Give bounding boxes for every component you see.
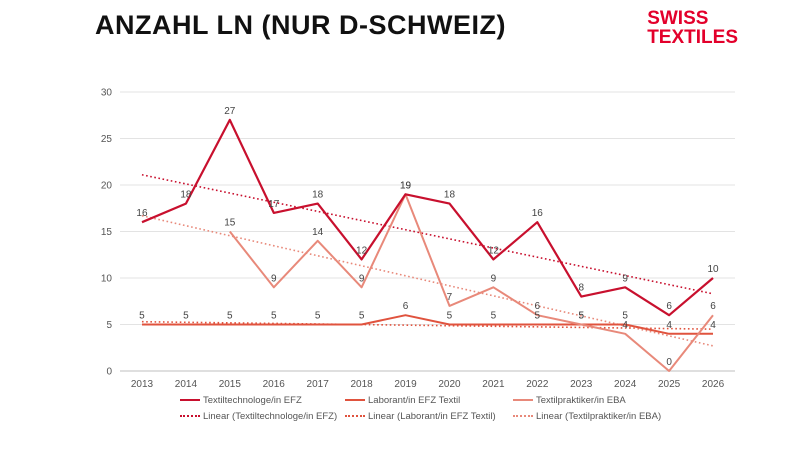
x-tick-label: 2025 [658,379,681,390]
legend-item-textilpraktiker: Textilpraktiker/in EBA [513,395,713,406]
legend-swatch-textilpraktiker [513,399,533,401]
legend-swatch-trend-textiltechnologe [180,415,200,417]
data-label: 16 [136,208,148,219]
x-tick-label: 2020 [438,379,461,390]
y-tick-label: 25 [101,134,113,145]
legend-label-textilpraktiker: Textilpraktiker/in EBA [536,394,626,406]
data-label: 18 [312,190,324,201]
y-tick-label: 10 [101,274,113,285]
data-label: 6 [403,301,409,312]
data-label: 6 [710,301,716,312]
data-label: 5 [578,311,584,322]
legend-swatch-laborant [345,399,365,401]
data-label: 8 [578,283,584,294]
data-label: 12 [356,245,368,256]
logo-line-2: TEXTILES [647,27,738,48]
x-tick-label: 2021 [482,379,505,390]
data-label: 6 [666,301,672,312]
data-label: 17 [268,199,280,210]
x-tick-label: 2016 [263,379,286,390]
data-label: 5 [139,311,145,322]
y-tick-label: 15 [101,227,113,238]
legend-item-trend-laborant: Linear (Laborant/in EFZ Textil) [345,411,513,422]
data-label: 5 [183,311,189,322]
data-label: 14 [312,227,324,238]
y-tick-label: 20 [101,181,113,192]
data-label: 9 [491,273,497,284]
data-label: 6 [535,301,541,312]
data-label: 9 [622,273,628,284]
data-label: 16 [532,208,544,219]
legend-item-laborant: Laborant/in EFZ Textil [345,395,513,406]
y-tick-label: 5 [106,320,112,331]
y-tick-label: 30 [101,88,113,99]
data-label: 7 [447,292,453,303]
x-tick-label: 2024 [614,379,637,390]
data-label: 4 [710,320,716,331]
legend-item-trend-textilpraktiker: Linear (Textilpraktiker/in EBA) [513,411,713,422]
x-tick-label: 2013 [131,379,154,390]
legend-item-trend-textiltechnologe: Linear (Textiltechnologe/in EFZ) [180,411,345,422]
data-label: 9 [359,273,365,284]
data-label: 12 [488,245,500,256]
trendline-0 [141,173,714,295]
data-label: 5 [491,311,497,322]
data-label: 4 [666,320,672,331]
data-label: 19 [400,180,412,191]
legend-swatch-textiltechnologe [180,399,200,401]
data-label: 5 [622,311,628,322]
legend-label-textiltechnologe: Textiltechnologe/in EFZ [203,394,302,406]
data-label: 5 [447,311,453,322]
x-tick-label: 2015 [219,379,242,390]
data-label: 5 [535,311,541,322]
legend-label-trend-textilpraktiker: Linear (Textilpraktiker/in EBA) [536,410,662,422]
x-tick-label: 2018 [350,379,373,390]
data-label: 15 [224,218,236,229]
data-label: 4 [622,320,628,331]
legend-label-trend-textiltechnologe: Linear (Textiltechnologe/in EFZ) [203,410,338,422]
data-label: 18 [180,190,192,201]
series-line-2 [229,193,714,372]
legend-swatch-trend-laborant [345,415,365,417]
data-label: 5 [578,311,584,322]
x-tick-label: 2019 [394,379,417,390]
data-label: 27 [224,106,236,117]
x-tick-label: 2022 [526,379,549,390]
data-label: 19 [400,180,412,191]
x-tick-label: 2026 [702,379,725,390]
y-tick-label: 0 [106,367,112,378]
data-label: 0 [666,357,672,368]
data-label: 9 [271,273,277,284]
data-label: 5 [315,311,321,322]
data-label: 5 [227,311,233,322]
series-line-0 [141,118,714,317]
legend-item-textiltechnologe: Textiltechnologe/in EFZ [180,395,345,406]
chart-legend: Textiltechnologe/in EFZ Laborant/in EFZ … [180,392,740,424]
data-label: 18 [444,190,456,201]
legend-swatch-trend-textilpraktiker [513,415,533,417]
page-title: ANZAHL LN (NUR D-SCHWEIZ) [95,10,506,40]
x-tick-label: 2014 [175,379,198,390]
swiss-textiles-logo: SWISS TEXTILES [647,9,738,47]
series-line-1 [142,314,713,335]
x-tick-label: 2017 [307,379,330,390]
data-label: 5 [271,311,277,322]
x-tick-label: 2023 [570,379,593,390]
legend-label-laborant: Laborant/in EFZ Textil [368,394,461,406]
logo-line-1: SWISS [647,8,709,29]
data-label: 5 [359,311,365,322]
legend-label-trend-laborant: Linear (Laborant/in EFZ Textil) [368,410,496,422]
trendline-1 [141,320,714,330]
data-label: 10 [707,264,719,275]
